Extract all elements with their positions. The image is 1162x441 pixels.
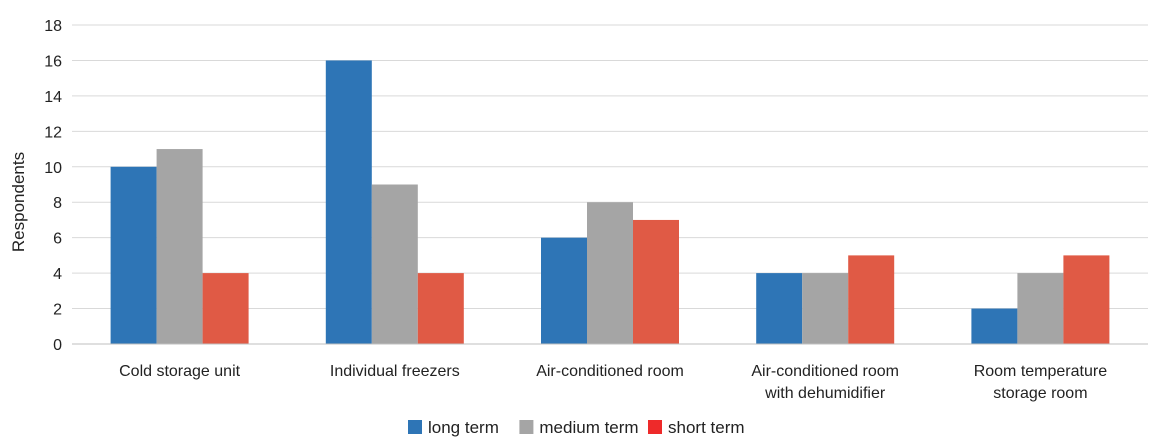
y-tick-label: 4 [53,266,62,283]
bar-short-term-0 [202,273,249,344]
bar-medium-term-0 [156,149,203,344]
legend-swatch-short-term [648,420,662,434]
y-tick-label: 6 [53,231,62,248]
bar-long-term-0 [110,166,157,344]
bar-long-term-4 [971,308,1018,344]
legend: long term medium term short term [408,418,745,437]
bar-medium-term-3 [802,273,849,344]
bar-short-term-1 [417,273,464,344]
gridlines [72,24,1148,310]
legend-label-long-term: long term [428,418,499,437]
y-tick-label: 12 [44,124,62,141]
bar-medium-term-2 [587,202,633,344]
y-tick-label: 8 [53,195,62,212]
legend-swatch-long-term [408,420,422,434]
bar-long-term-1 [325,60,372,344]
y-tick-label: 18 [44,18,62,35]
y-tick-label: 0 [53,337,62,354]
category-label: with dehumidifier [764,385,886,402]
bar-long-term-2 [541,237,587,344]
y-tick-label: 16 [44,53,62,70]
y-tick-label: 14 [44,89,62,106]
bar-medium-term-4 [1017,273,1064,344]
category-label: storage room [993,385,1087,402]
bar-long-term-3 [756,273,803,344]
legend-label-medium-term: medium term [539,418,638,437]
legend-swatch-medium-term [519,420,534,434]
bar-short-term-3 [848,255,895,344]
category-label: Air-conditioned room [751,363,899,380]
bar-short-term-4 [1063,255,1110,344]
legend-label-short-term: short term [668,418,745,437]
category-label: Cold storage unit [119,363,241,380]
bars [110,60,1110,344]
y-tick-label: 2 [53,302,62,319]
bar-short-term-2 [633,219,679,344]
category-label: Individual freezers [330,363,460,380]
bar-medium-term-1 [371,184,418,344]
category-labels: Cold storage unit Individual freezers Air-… [119,363,1107,402]
category-label: Room temperature [974,363,1107,380]
y-tick-label: 10 [44,160,62,177]
y-axis-title: Respondents [9,152,28,252]
category-label: Air-conditioned room [536,363,684,380]
y-axis-ticks: 0 2 4 6 8 10 12 14 16 18 [44,18,62,354]
